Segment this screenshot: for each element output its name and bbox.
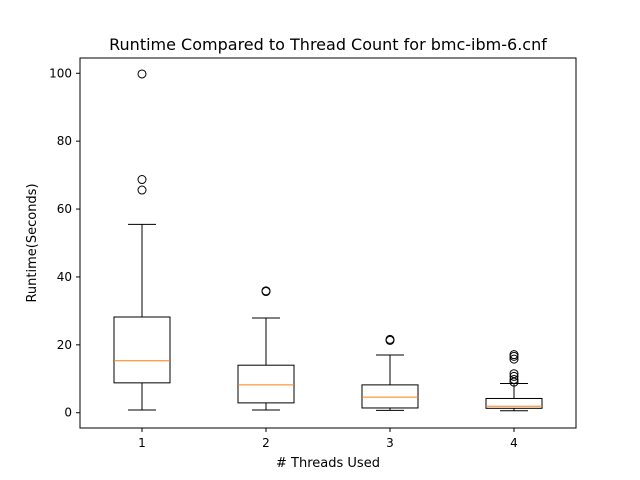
outlier-point [509,369,519,379]
box-group-1 [113,69,171,411]
x-axis: 1 2 3 4 [138,428,518,450]
x-tick-label: 1 [138,436,146,450]
x-tick-label: 4 [510,436,518,450]
y-tick-label: 0 [64,406,72,420]
box-iqr [237,364,295,404]
box-group-4 [485,350,543,412]
y-tick-label: 40 [57,270,72,284]
plot-frame [79,57,577,429]
y-axis: 0 20 40 60 80 100 [49,66,80,420]
outlier-point [137,69,147,79]
y-tick-label: 80 [57,134,72,148]
x-tick-label: 3 [386,436,394,450]
x-tick-label: 2 [262,436,270,450]
box-iqr [113,316,171,384]
outlier-point [137,175,147,185]
y-axis-label: Runtime(Seconds) [25,183,40,302]
outlier-point [509,371,519,381]
x-axis-label: # Threads Used [276,456,380,471]
box-iqr [485,397,543,409]
outlier-point [509,350,519,360]
outlier-point [509,374,519,384]
y-tick-label: 100 [49,66,72,80]
box-iqr [361,384,419,409]
plot-area [113,69,543,412]
y-tick-label: 20 [57,338,72,352]
outlier-point [137,185,147,195]
y-tick-label: 60 [57,202,72,216]
outlier-point [509,354,519,364]
outlier-point [385,334,395,344]
box-group-2 [237,286,295,411]
chart-title: Runtime Compared to Thread Count for bmc… [109,35,547,54]
outlier-point [261,286,271,296]
box-group-3 [361,334,419,411]
